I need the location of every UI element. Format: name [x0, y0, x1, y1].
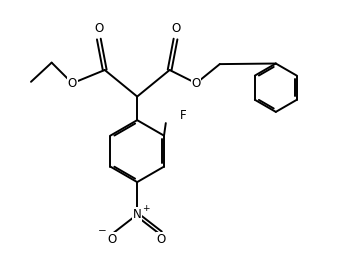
Text: O: O	[68, 77, 77, 90]
Text: F: F	[180, 109, 187, 122]
Text: O: O	[156, 233, 165, 246]
Text: O: O	[192, 77, 201, 90]
Text: +: +	[142, 204, 149, 213]
Text: N: N	[133, 208, 142, 221]
Text: O: O	[94, 22, 103, 36]
Text: O: O	[171, 22, 180, 36]
Text: O: O	[108, 233, 117, 246]
Text: −: −	[98, 226, 107, 236]
